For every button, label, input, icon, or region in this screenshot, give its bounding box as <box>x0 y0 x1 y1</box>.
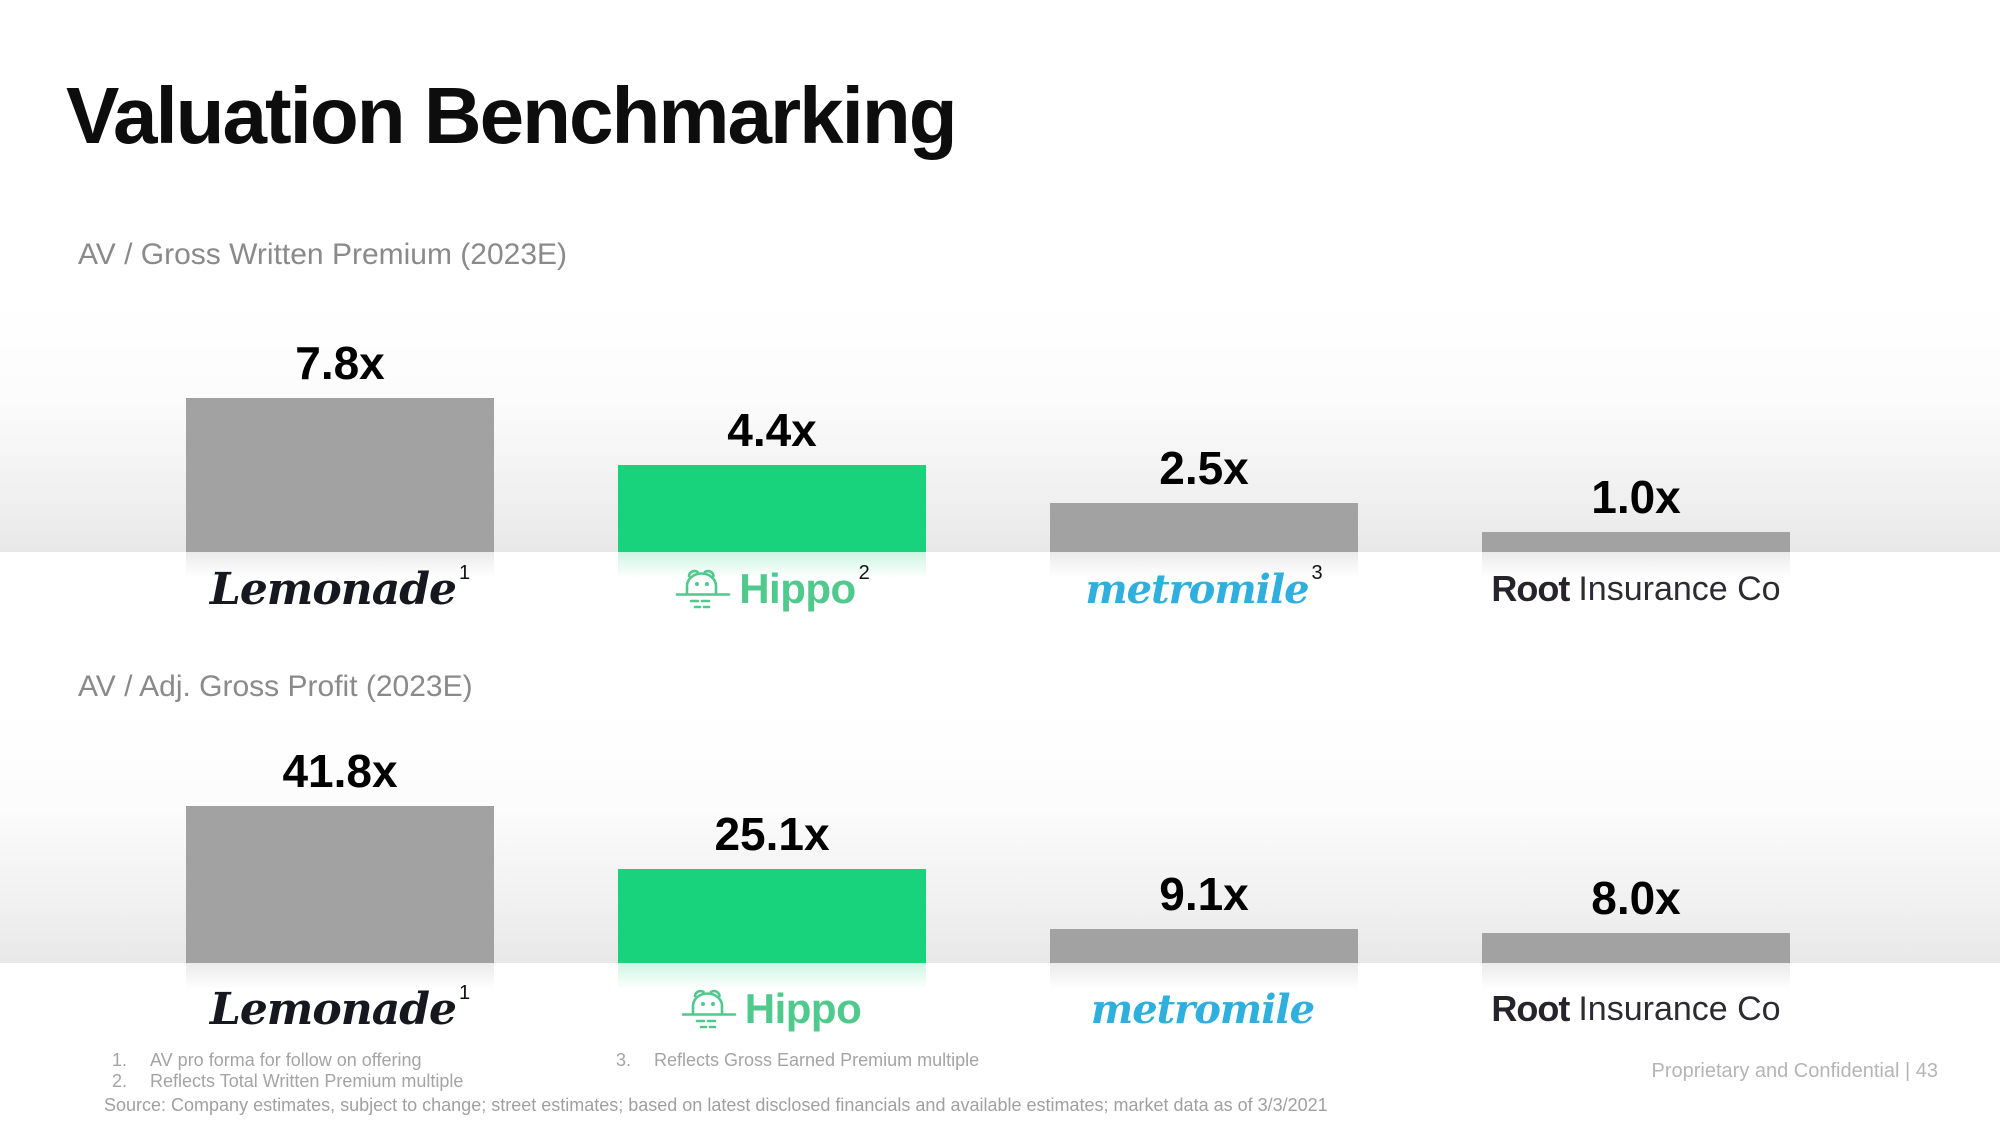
lemonade-wordmark: Lemonade <box>209 563 457 615</box>
footnote-2-number: 2. <box>112 1071 128 1091</box>
bar-root <box>1482 532 1790 552</box>
page-title: Valuation Benchmarking <box>66 71 958 160</box>
footnote-1: 1. AV pro forma for follow on offering <box>112 1050 421 1071</box>
bar-hippo <box>618 869 926 963</box>
root-wordmark: Root <box>1491 568 1570 609</box>
footnote-1-number: 1. <box>112 1050 128 1070</box>
bar-value-label: 9.1x <box>1159 868 1249 920</box>
chart-title: AV / Adj. Gross Profit (2023E) <box>78 670 473 703</box>
lemonade-logo: Lemonade 1 <box>124 981 556 1035</box>
bar-lemonade <box>186 398 494 552</box>
root-logo: Root Insurance Co <box>1420 988 1852 1030</box>
footnote-ref-1: 1 <box>458 981 471 1004</box>
root-wordmark-suffix: Insurance Co <box>1578 989 1781 1028</box>
footnote-2: 2. Reflects Total Written Premium multip… <box>112 1071 463 1092</box>
bar-lemonade <box>186 806 494 963</box>
root-wordmark-suffix: Insurance Co <box>1578 569 1781 608</box>
metromile-wordmark: metromile <box>1085 565 1309 613</box>
lemonade-wordmark: Lemonade <box>209 983 457 1035</box>
footnote-2-text: Reflects Total Written Premium multiple <box>150 1071 464 1091</box>
bar-metromile <box>1050 929 1358 963</box>
bar-area: 7.8x 4.4x 2.5x 1.0x <box>124 300 1852 578</box>
footnote-3-number: 3. <box>616 1050 632 1070</box>
metromile-wordmark: metromile <box>1090 985 1315 1033</box>
metromile-logo: metromile <box>988 986 1420 1033</box>
bar-group-hippo: 25.1x <box>556 710 988 989</box>
bar-value-label: 25.1x <box>714 808 830 860</box>
bar-group-lemonade: 41.8x <box>124 710 556 989</box>
hippo-icon <box>674 563 732 616</box>
bar-value-label: 41.8x <box>282 745 398 797</box>
footnote-ref-3: 3 <box>1311 561 1323 584</box>
footnote-1-text: AV pro forma for follow on offering <box>150 1050 422 1070</box>
chart-title: AV / Gross Written Premium (2023E) <box>78 238 568 271</box>
hippo-wordmark: Hippo <box>744 985 862 1032</box>
bar-root <box>1482 933 1790 963</box>
footnote-ref-1: 1 <box>458 561 471 584</box>
bar-value-label: 7.8x <box>295 337 385 389</box>
lemonade-logo: Lemonade 1 <box>124 561 556 615</box>
bar-value-label: 8.0x <box>1591 872 1681 924</box>
bar-group-metromile: 9.1x <box>988 710 1420 989</box>
metromile-logo: metromile 3 <box>988 562 1420 613</box>
bar-area: 41.8x 25.1x 9.1x 8.0x <box>124 710 1852 989</box>
bar-hippo <box>618 465 926 552</box>
bar-value-label: 2.5x <box>1159 442 1249 494</box>
bar-group-root: 8.0x <box>1420 710 1852 989</box>
source-note: Source: Company estimates, subject to ch… <box>104 1095 1328 1115</box>
bar-value-label: 4.4x <box>727 404 817 456</box>
logo-row: Lemonade 1 <box>124 558 1852 620</box>
logo-row: Lemonade 1 <box>124 978 1852 1040</box>
hippo-logo: Hippo 2 <box>556 561 988 616</box>
footnote-ref-2: 2 <box>858 561 870 584</box>
hippo-wordmark: Hippo <box>739 565 856 612</box>
confidential-page-number: Proprietary and Confidential | 43 <box>1651 1060 1938 1082</box>
bar-metromile <box>1050 503 1358 552</box>
footnote-3-text: Reflects Gross Earned Premium multiple <box>654 1050 980 1070</box>
root-wordmark: Root <box>1491 988 1570 1029</box>
hippo-icon <box>680 983 738 1036</box>
hippo-logo: Hippo <box>556 983 988 1036</box>
footnote-3: 3. Reflects Gross Earned Premium multipl… <box>616 1050 979 1071</box>
root-logo: Root Insurance Co <box>1420 568 1852 610</box>
bar-value-label: 1.0x <box>1591 471 1681 523</box>
